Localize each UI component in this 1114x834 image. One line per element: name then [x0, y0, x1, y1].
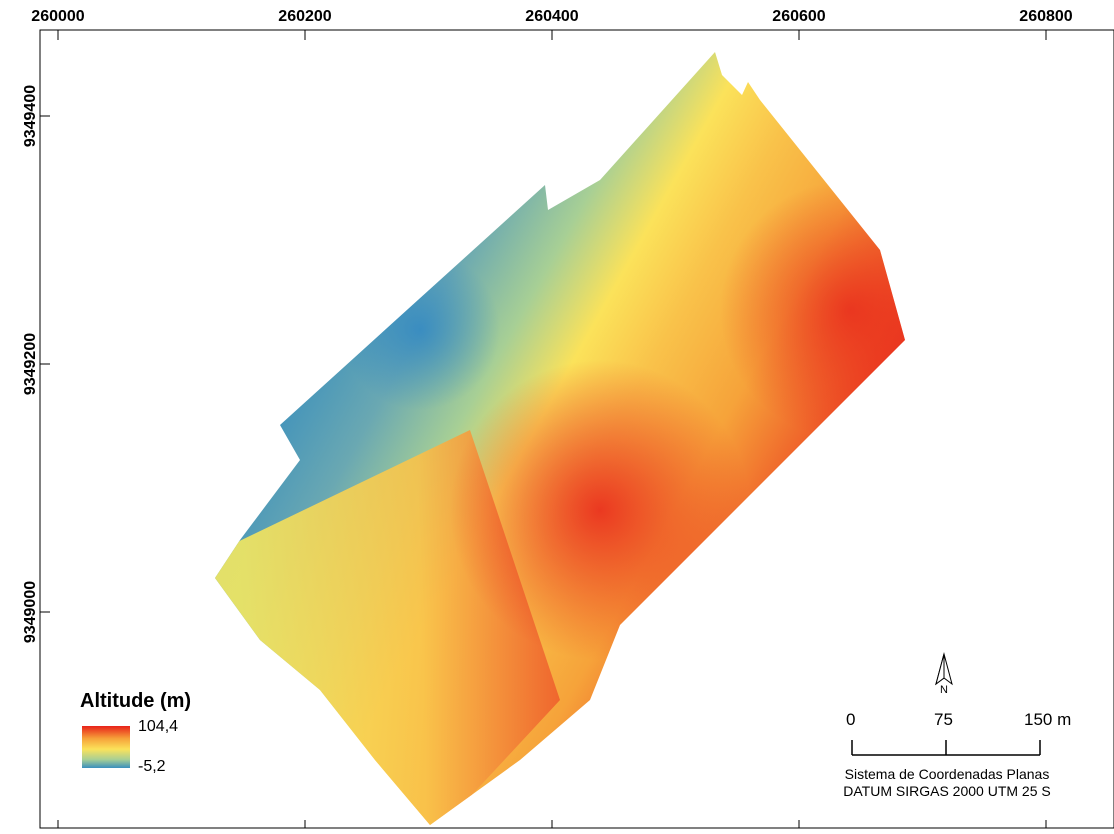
x-tick-label: 260800: [1019, 8, 1073, 25]
crs-line-1: Sistema de Coordenadas Planas: [844, 766, 1050, 782]
legend-color-ramp: [82, 726, 130, 768]
y-axis-ticks: [40, 115, 50, 613]
y-tick-label: 9349400: [22, 84, 39, 148]
crs-line-2: DATUM SIRGAS 2000 UTM 25 S: [843, 783, 1051, 799]
y-tick-label: 9349000: [22, 580, 39, 644]
north-label: N: [940, 684, 948, 694]
scale-bar: 0 75 150 m: [840, 710, 1080, 770]
crs-info: Sistema de Coordenadas Planas DATUM SIRG…: [812, 766, 1082, 800]
x-tick-label: 260000: [31, 8, 85, 25]
legend-max-value: 104,4: [138, 718, 179, 735]
scale-label-75: 75: [934, 710, 953, 729]
legend-min-value: -5,2: [138, 758, 166, 775]
legend-title: Altitude (m): [80, 690, 192, 712]
x-tick-label: 260200: [278, 8, 332, 25]
scale-label-150: 150 m: [1024, 710, 1072, 729]
elevation-raster: [215, 52, 905, 825]
x-axis-ticks: [57, 30, 1047, 828]
x-tick-label: 260400: [525, 8, 579, 25]
map-frame: [39, 29, 1114, 829]
x-tick-label: 260600: [772, 8, 826, 25]
north-arrow-icon: N: [930, 652, 958, 696]
legend: Altitude (m) 104,4 -5,2: [80, 690, 260, 790]
scale-label-0: 0: [846, 710, 856, 729]
y-tick-label: 9349200: [22, 332, 39, 396]
